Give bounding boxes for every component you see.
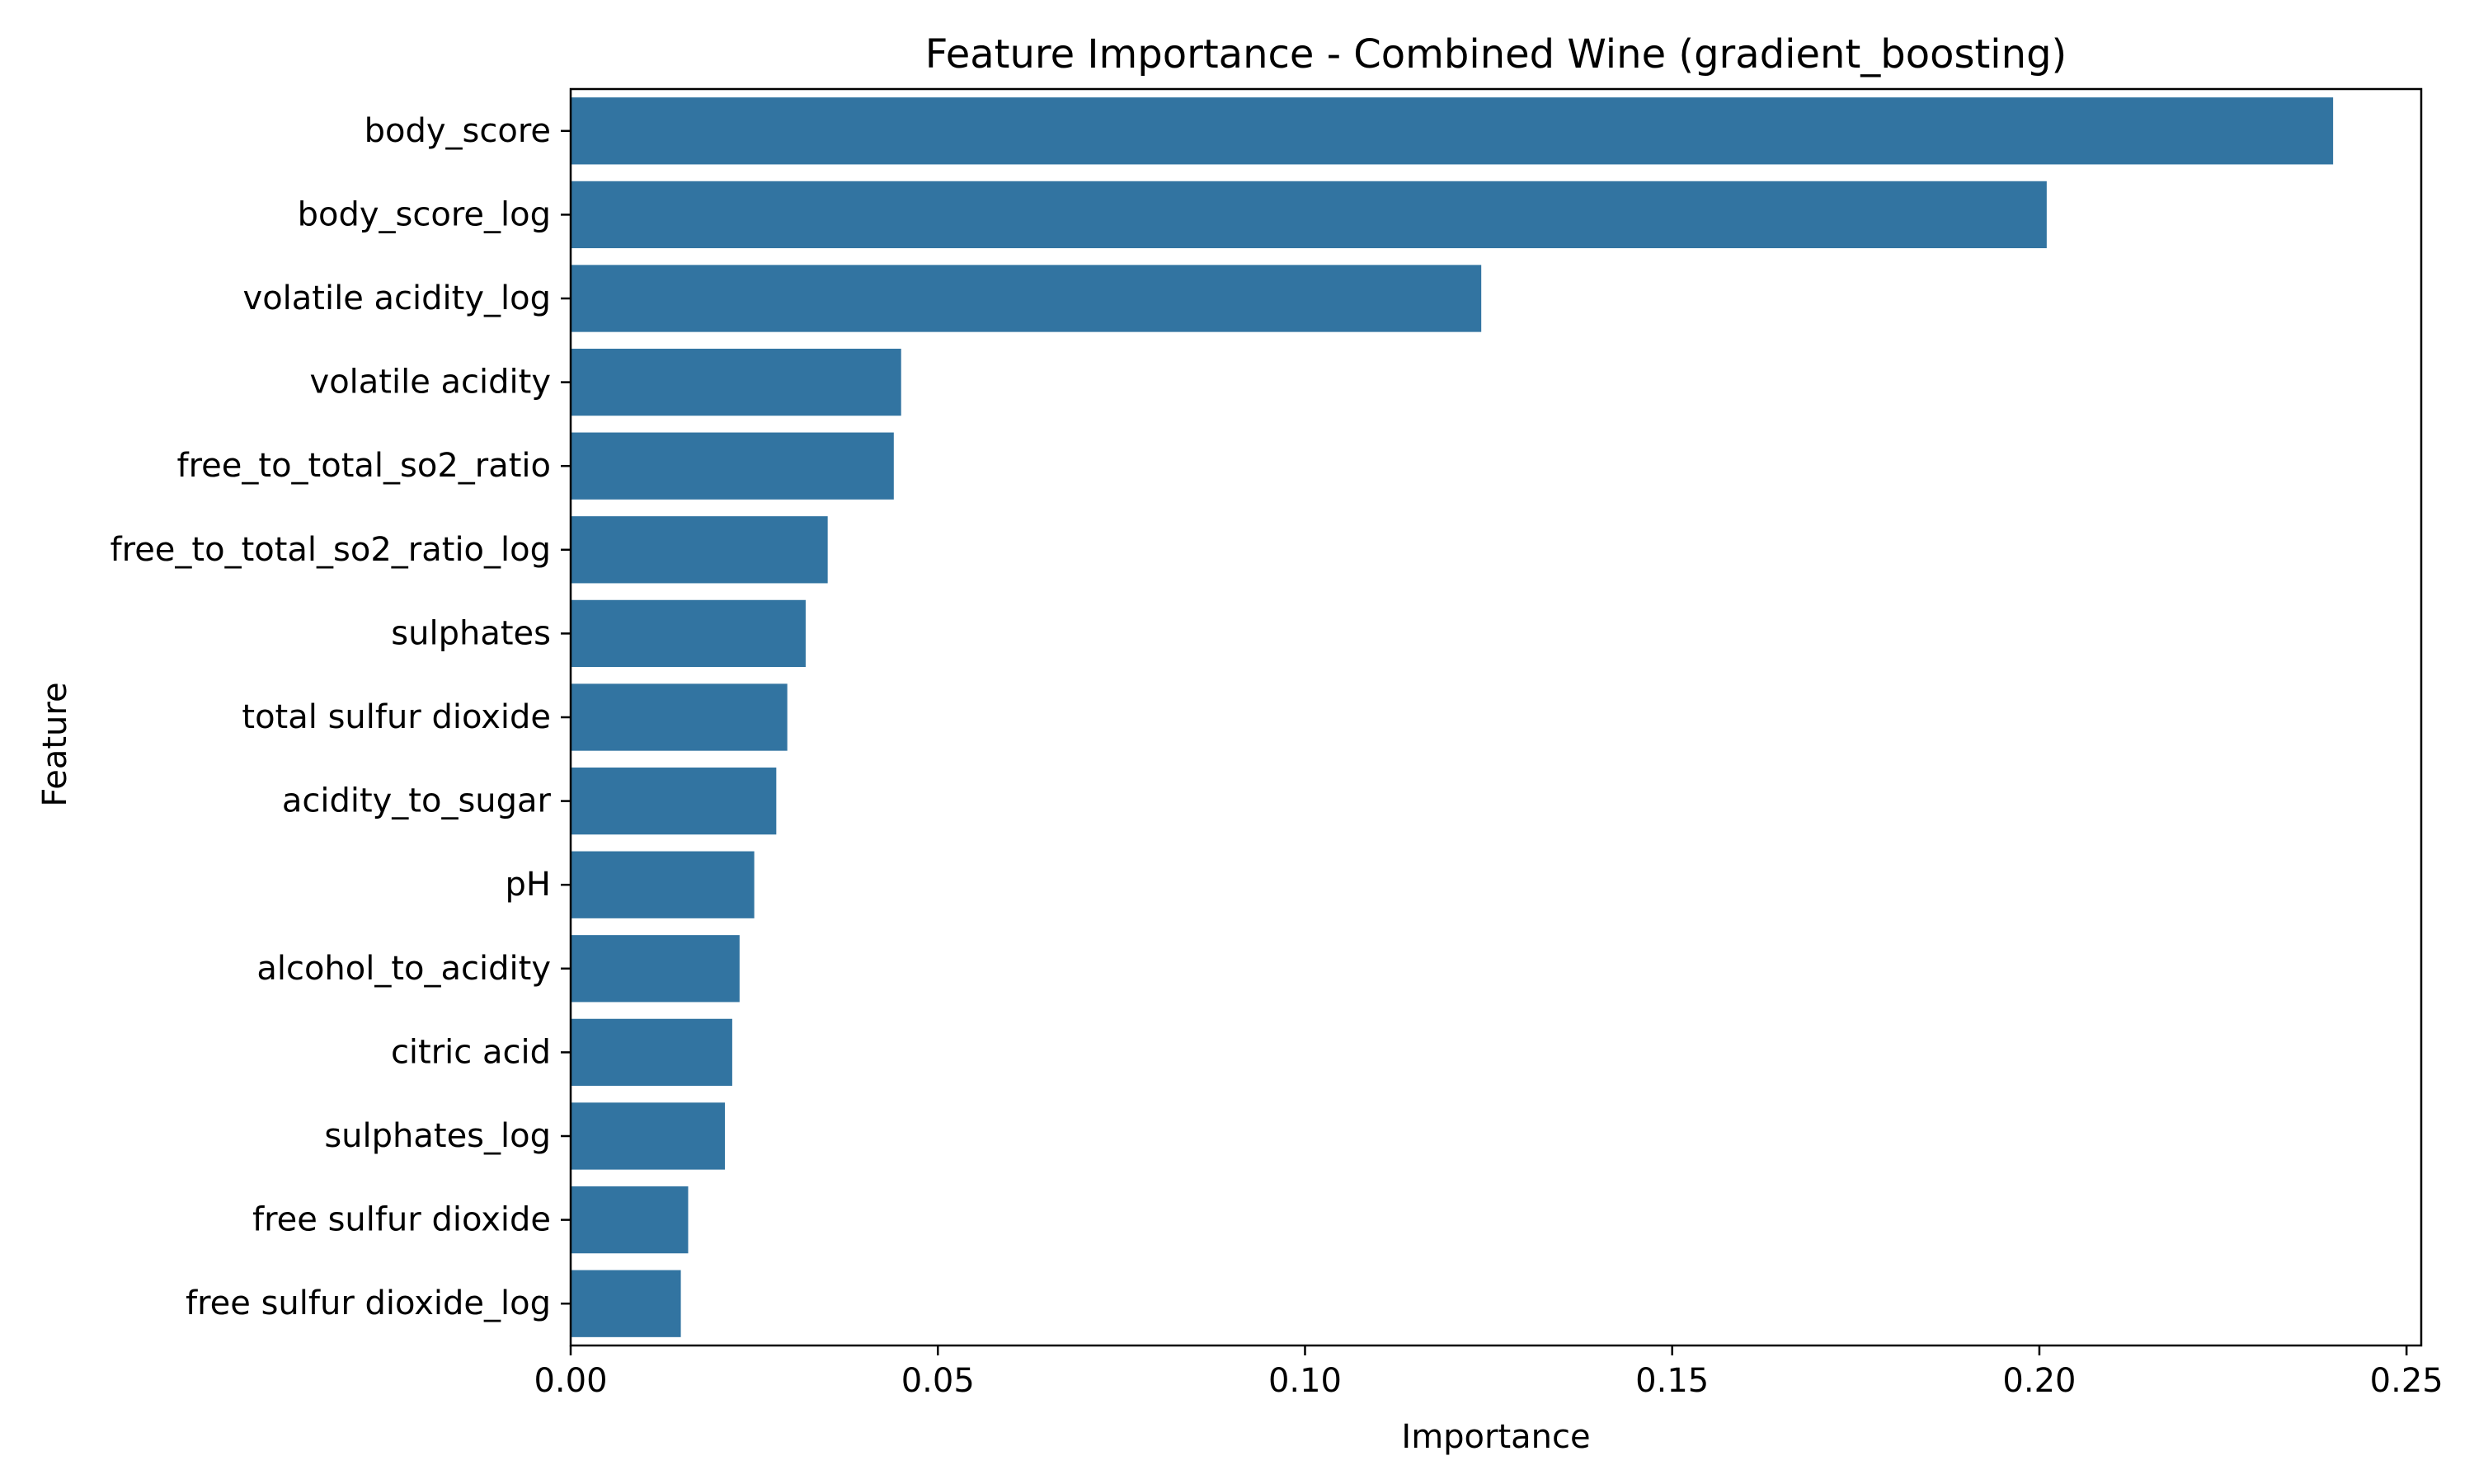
y-tick-label-8: acidity_to_sugar <box>282 782 552 820</box>
bar-10 <box>571 935 740 1003</box>
y-axis-ticks: body_score body_score_log volatile acidity… <box>111 112 571 1322</box>
y-tick-label-5: free_to_total_so2_ratio_log <box>111 531 551 569</box>
bars-layer <box>571 97 2334 1337</box>
y-tick-label-2: volatile acidity_log <box>243 279 551 317</box>
bar-2 <box>571 265 1482 332</box>
x-tick-label-5: 0.25 <box>2370 1362 2443 1400</box>
x-axis-ticks: 0.00 0.05 0.10 0.15 0.20 0.25 <box>534 1345 2443 1400</box>
y-tick-label-9: pH <box>506 866 551 904</box>
y-axis-label: Feature <box>36 682 74 806</box>
x-tick-label-2: 0.10 <box>1268 1362 1342 1400</box>
y-tick-label-10: alcohol_to_acidity <box>256 950 551 988</box>
bar-11 <box>571 1018 732 1087</box>
y-tick-label-0: body_score <box>365 112 551 150</box>
bar-5 <box>571 516 828 584</box>
y-tick-label-13: free sulfur dioxide <box>252 1201 551 1239</box>
y-tick-label-1: body_score_log <box>298 195 551 233</box>
y-tick-label-12: sulphates_log <box>324 1117 551 1155</box>
x-tick-label-3: 0.15 <box>1635 1362 1709 1400</box>
bar-0 <box>571 97 2334 165</box>
bar-12 <box>571 1102 725 1170</box>
bar-9 <box>571 851 755 918</box>
y-tick-label-6: sulphates <box>391 614 551 652</box>
x-tick-label-4: 0.20 <box>2002 1362 2076 1400</box>
x-axis-label: Importance <box>1401 1418 1590 1456</box>
y-tick-label-14: free sulfur dioxide_log <box>186 1284 551 1322</box>
y-tick-label-3: volatile acidity <box>310 364 551 402</box>
y-tick-label-11: citric acid <box>391 1033 551 1071</box>
y-tick-label-7: total sulfur dioxide <box>242 698 551 736</box>
x-tick-label-1: 0.05 <box>901 1362 975 1400</box>
y-tick-label-4: free_to_total_so2_ratio <box>177 447 551 485</box>
bar-8 <box>571 767 777 835</box>
bar-1 <box>571 181 2047 249</box>
bar-14 <box>571 1270 681 1337</box>
bar-6 <box>571 599 806 668</box>
bar-4 <box>571 432 894 500</box>
bar-7 <box>571 683 788 751</box>
bar-3 <box>571 348 901 416</box>
bar-13 <box>571 1186 689 1254</box>
chart-title: Feature Importance - Combined Wine (grad… <box>925 31 2067 77</box>
x-tick-label-0: 0.00 <box>534 1362 607 1400</box>
